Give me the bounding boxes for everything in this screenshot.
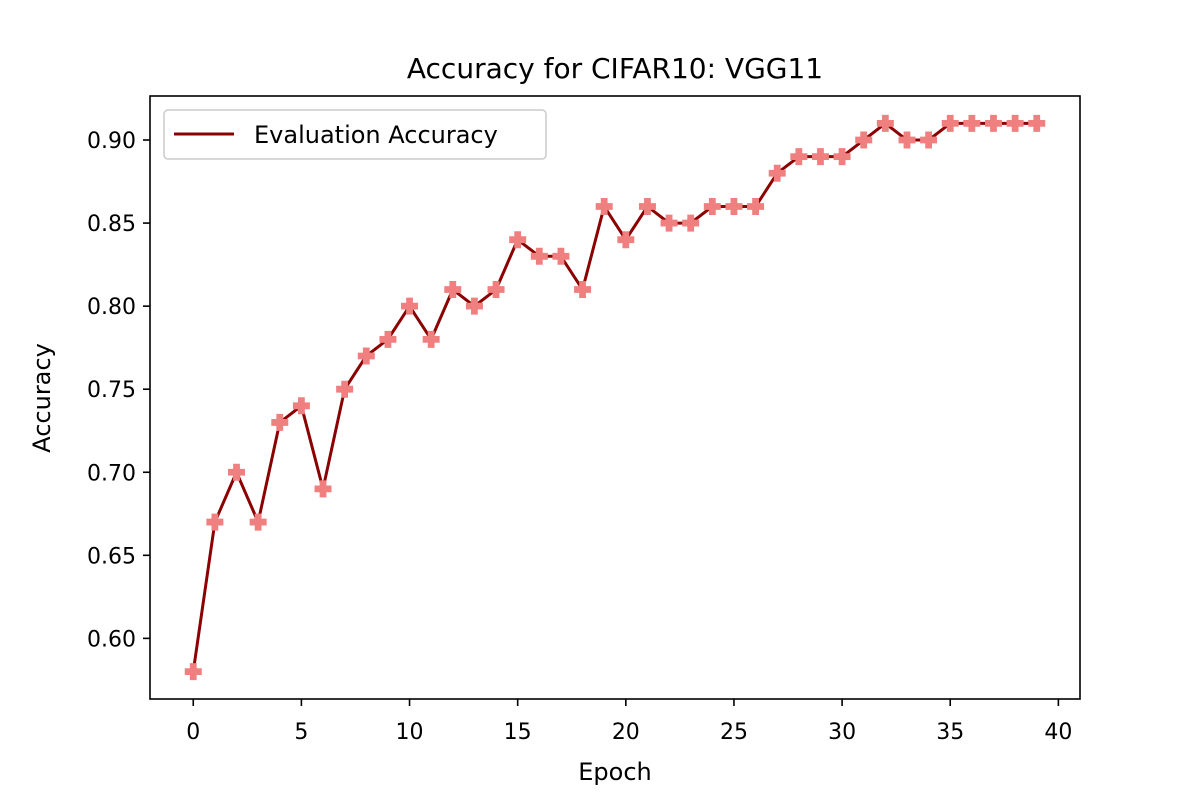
data-point xyxy=(790,148,808,166)
legend: Evaluation Accuracy xyxy=(163,109,547,160)
legend-label: Evaluation Accuracy xyxy=(254,121,498,149)
data-point xyxy=(1006,114,1024,132)
x-tick-label: 30 xyxy=(828,720,856,745)
data-point xyxy=(336,380,354,398)
y-tick-label: 0.60 xyxy=(87,627,136,652)
data-point xyxy=(963,114,981,132)
x-tick-label: 20 xyxy=(612,720,640,745)
y-tick-label: 0.65 xyxy=(87,544,136,569)
data-point xyxy=(768,164,786,182)
data-point xyxy=(487,281,505,299)
data-point xyxy=(876,114,894,132)
data-point xyxy=(249,513,267,531)
data-point xyxy=(292,397,310,415)
y-tick-label: 0.90 xyxy=(87,129,136,154)
data-point xyxy=(574,281,592,299)
y-axis-label: Accuracy xyxy=(28,343,56,453)
chart-title: Accuracy for CIFAR10: VGG11 xyxy=(407,52,823,85)
data-point xyxy=(920,131,938,149)
data-point xyxy=(379,330,397,348)
data-point xyxy=(811,148,829,166)
plot-frame xyxy=(149,95,1081,700)
data-point xyxy=(509,231,527,249)
data-point xyxy=(595,197,613,215)
data-point xyxy=(1028,114,1046,132)
x-tick-label: 0 xyxy=(186,720,200,745)
data-point xyxy=(833,148,851,166)
data-point xyxy=(184,663,202,681)
y-tick-label: 0.75 xyxy=(87,378,136,403)
data-point xyxy=(660,214,678,232)
y-tick-label: 0.70 xyxy=(87,461,136,486)
data-point xyxy=(638,197,656,215)
x-tick-label: 35 xyxy=(936,720,964,745)
data-point xyxy=(206,513,224,531)
data-point xyxy=(465,297,483,315)
data-point xyxy=(682,214,700,232)
data-point xyxy=(855,131,873,149)
x-tick-label: 25 xyxy=(720,720,748,745)
data-point xyxy=(422,330,440,348)
data-point xyxy=(271,413,289,431)
data-point xyxy=(444,281,462,299)
y-tick-label: 0.85 xyxy=(87,212,136,237)
series-line xyxy=(191,121,1037,672)
x-tick-label: 10 xyxy=(396,720,424,745)
data-point xyxy=(747,197,765,215)
data-point xyxy=(530,247,548,265)
data-point xyxy=(898,131,916,149)
data-point xyxy=(314,480,332,498)
x-tick-label: 15 xyxy=(504,720,532,745)
data-point xyxy=(401,297,419,315)
legend-box xyxy=(163,109,547,160)
data-point xyxy=(725,197,743,215)
x-axis-label: Epoch xyxy=(578,758,652,786)
data-point xyxy=(228,463,246,481)
data-point xyxy=(617,231,635,249)
data-point xyxy=(984,114,1002,132)
x-tick-label: 5 xyxy=(294,720,308,745)
data-point xyxy=(552,247,570,265)
x-tick-label: 40 xyxy=(1044,720,1072,745)
data-point xyxy=(703,197,721,215)
data-point xyxy=(941,114,959,132)
data-point xyxy=(357,347,375,365)
y-tick-label: 0.80 xyxy=(87,295,136,320)
